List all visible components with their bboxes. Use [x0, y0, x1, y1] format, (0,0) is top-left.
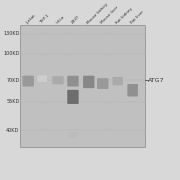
FancyBboxPatch shape — [83, 76, 94, 88]
Text: Mouse liver: Mouse liver — [100, 5, 119, 25]
FancyBboxPatch shape — [69, 132, 77, 138]
FancyBboxPatch shape — [67, 90, 79, 104]
Text: Rat liver: Rat liver — [130, 10, 145, 25]
FancyBboxPatch shape — [67, 76, 79, 87]
FancyBboxPatch shape — [97, 78, 109, 89]
FancyBboxPatch shape — [22, 76, 34, 87]
Text: HeLa: HeLa — [55, 15, 65, 25]
Text: Jurkat: Jurkat — [25, 13, 37, 25]
Text: Rat kidney: Rat kidney — [115, 6, 133, 25]
FancyBboxPatch shape — [37, 75, 47, 82]
FancyBboxPatch shape — [52, 76, 64, 84]
Text: Mouse kidney: Mouse kidney — [86, 2, 109, 25]
FancyBboxPatch shape — [127, 84, 138, 96]
FancyBboxPatch shape — [112, 77, 123, 85]
FancyBboxPatch shape — [20, 25, 145, 147]
Text: 130KD: 130KD — [3, 31, 19, 36]
Text: ATG7: ATG7 — [148, 78, 165, 83]
Text: 70KD: 70KD — [6, 78, 19, 83]
Text: 55KD: 55KD — [6, 99, 19, 104]
Text: 100KD: 100KD — [3, 51, 19, 56]
Text: 40KD: 40KD — [6, 128, 19, 133]
Text: THP-1: THP-1 — [39, 13, 51, 25]
Text: 293T: 293T — [70, 14, 80, 25]
